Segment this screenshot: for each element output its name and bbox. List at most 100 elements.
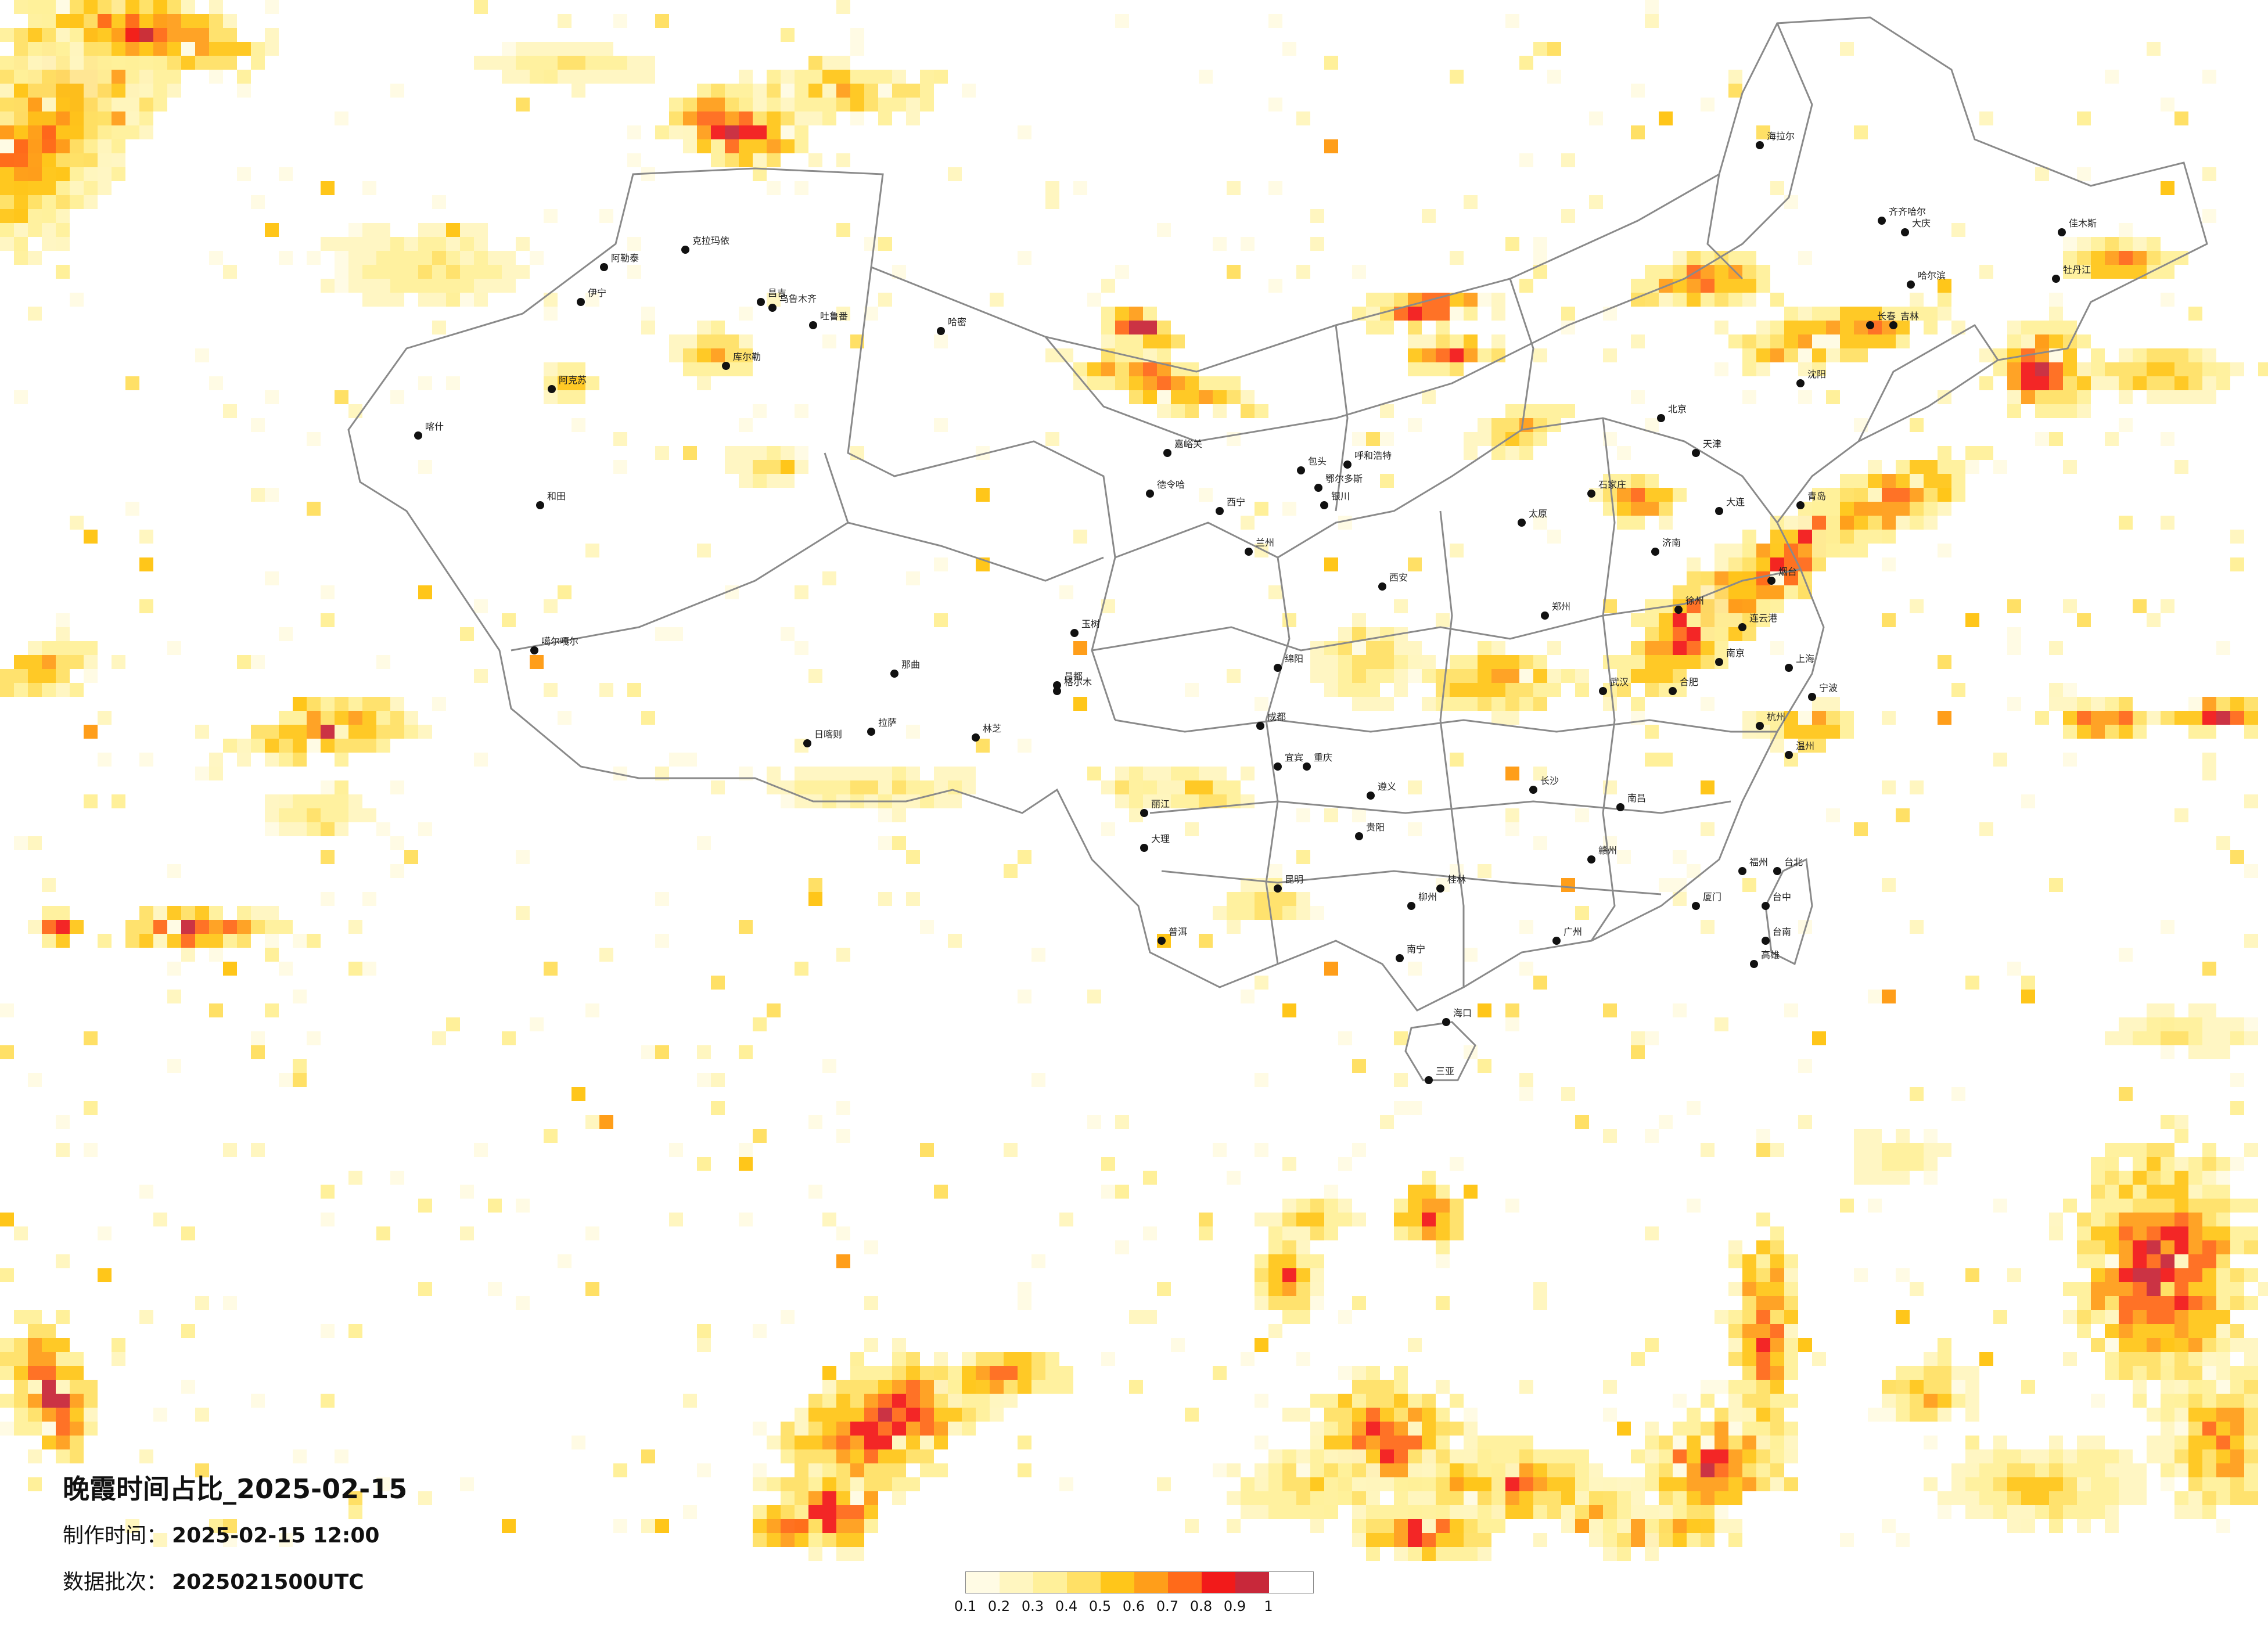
heat-cell <box>1645 655 1659 669</box>
city-dot <box>1216 507 1224 515</box>
heat-cell <box>739 1157 753 1171</box>
heat-cell <box>1798 516 1812 530</box>
heat-cell <box>2091 362 2105 376</box>
heat-cell <box>98 139 112 153</box>
heat-cell <box>42 195 56 209</box>
heat-cell <box>418 293 432 307</box>
heat-cell <box>1617 1519 1631 1533</box>
heat-cell <box>1533 683 1547 697</box>
heat-cell <box>42 1380 56 1394</box>
heat-cell <box>98 181 112 195</box>
heat-cell <box>84 1408 98 1422</box>
legend-tick-label: 0.7 <box>1156 1598 1179 1614</box>
heat-cell <box>948 794 962 808</box>
heat-cell <box>2133 1352 2147 1366</box>
heat-cell <box>1631 1477 1645 1491</box>
heat-cell <box>725 446 739 460</box>
heat-cell <box>2105 1477 2119 1491</box>
heat-cell <box>14 56 28 70</box>
heat-cell <box>307 432 321 446</box>
heat-cell <box>2147 390 2161 404</box>
heat-cell <box>1756 1338 1770 1352</box>
heat-cell <box>2091 1199 2105 1213</box>
heat-cell <box>2174 1199 2188 1213</box>
heat-cell <box>1728 1449 1742 1463</box>
heat-cell <box>1673 669 1687 683</box>
heat-cell <box>1478 432 1491 446</box>
heat-cell <box>418 265 432 279</box>
heat-cell <box>2216 362 2230 376</box>
heat-cell <box>1241 1477 1255 1491</box>
heat-cell <box>1728 279 1742 293</box>
heat-cell <box>1408 418 1422 432</box>
heat-cell <box>1924 460 1938 474</box>
heat-cell <box>1436 362 1450 376</box>
heat-cell <box>2007 1268 2021 1282</box>
heat-cell <box>321 725 335 739</box>
heat-cell <box>1366 697 1380 711</box>
heat-cell <box>1742 557 1756 571</box>
city-label: 烟台 <box>1778 566 1797 577</box>
heat-cell <box>2174 1282 2188 1296</box>
batch-value: 2025021500UTC <box>172 1570 364 1594</box>
heat-cell <box>822 1463 836 1477</box>
heat-cell <box>1701 697 1715 711</box>
heat-cell <box>1059 1366 1073 1380</box>
heat-cell <box>112 28 125 42</box>
heat-cell <box>1352 1296 1366 1310</box>
heat-cell <box>725 111 739 125</box>
heat-cell <box>28 111 42 125</box>
heat-cell <box>265 934 279 948</box>
heat-cell <box>2161 516 2174 530</box>
heat-cell <box>28 683 42 697</box>
heat-cell <box>42 237 56 251</box>
border-line <box>1404 1021 1476 1081</box>
heat-cell <box>572 376 585 390</box>
heat-cell <box>293 822 307 836</box>
heat-cell <box>934 613 948 627</box>
heat-cell <box>2021 376 2035 390</box>
heat-cell <box>2174 1129 2188 1143</box>
heat-cell <box>1882 711 1896 725</box>
heat-cell <box>1491 307 1505 321</box>
heat-cell <box>2119 1031 2133 1045</box>
heat-cell <box>1742 1254 1756 1268</box>
heat-cell <box>1380 1505 1394 1519</box>
heat-cell <box>1617 516 1631 530</box>
heat-cell <box>2161 1268 2174 1282</box>
heat-cell <box>1547 70 1561 84</box>
heat-cell <box>836 948 850 962</box>
heat-cell <box>1185 767 1199 780</box>
heat-cell <box>112 0 125 14</box>
heat-cell <box>2174 1324 2188 1338</box>
heat-cell <box>1380 432 1394 446</box>
heat-cell <box>2188 1477 2202 1491</box>
heat-cell <box>70 683 84 697</box>
heat-cell <box>1227 906 1241 920</box>
heat-cell <box>1296 1408 1310 1422</box>
heat-cell <box>1185 376 1199 390</box>
city-dot <box>1378 582 1386 591</box>
heat-cell <box>906 892 920 906</box>
heat-cell <box>1478 1463 1491 1477</box>
heat-cell <box>2119 1213 2133 1226</box>
heat-cell <box>878 1436 892 1449</box>
heat-cell <box>1868 1157 1882 1171</box>
heat-cell <box>850 1408 864 1422</box>
heat-cell <box>1533 1477 1547 1491</box>
heat-cell <box>1938 474 1951 488</box>
heat-cell <box>850 70 864 84</box>
heat-cell <box>279 1073 293 1087</box>
heat-cell <box>850 1394 864 1408</box>
heat-cell <box>112 1352 125 1366</box>
heat-cell <box>795 1477 808 1491</box>
heat-cell <box>1227 376 1241 390</box>
heat-cell <box>2063 599 2077 613</box>
make-time-value: 2025-02-15 12:00 <box>172 1524 380 1548</box>
heat-cell <box>1268 1449 1282 1463</box>
heat-cell <box>1352 697 1366 711</box>
city-dot <box>1907 280 1915 289</box>
heat-cell <box>321 892 335 906</box>
heat-cell <box>1826 488 1840 502</box>
heat-cell <box>293 739 307 753</box>
